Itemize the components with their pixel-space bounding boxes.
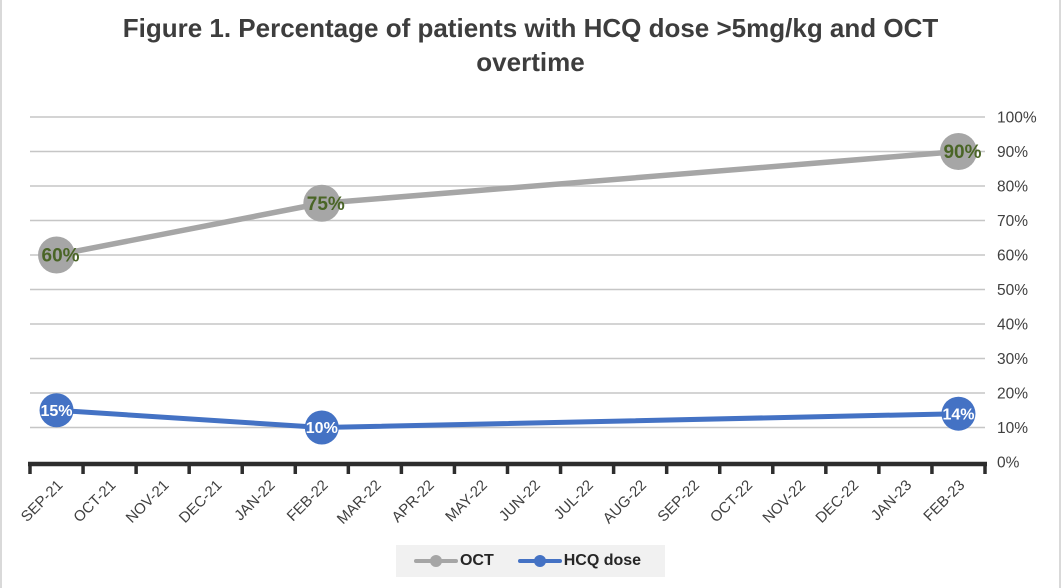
data-point-marker-hcq-dose — [304, 410, 339, 445]
x-axis-tick-label: FEB-23 — [920, 477, 968, 525]
x-axis-tick-label: SEP-22 — [654, 477, 703, 526]
data-point-marker-oct — [939, 133, 977, 170]
y-axis-tick-label: 30% — [997, 351, 1028, 368]
data-point-label-oct: 60% — [42, 246, 80, 267]
data-point-label-hcq-dose: 10% — [306, 420, 338, 437]
x-axis-tick-label: OCT-21 — [70, 477, 119, 526]
chart-title: Figure 1. Percentage of patients with HC… — [2, 11, 1059, 80]
y-axis-tick-label: 0% — [997, 455, 1020, 472]
y-axis-tick-label: 40% — [997, 317, 1028, 334]
x-axis-tick-label: FEB-22 — [284, 477, 332, 525]
legend-item-hcq-dose: HCQ dose — [517, 552, 642, 570]
x-axis-tick-label: APR-22 — [389, 477, 438, 526]
x-axis-tick-label: MAY-22 — [442, 477, 491, 526]
chart-legend-box: OCT HCQ dose — [395, 545, 666, 577]
data-point-marker-oct — [38, 236, 76, 274]
y-axis-tick-label: 80% — [997, 179, 1028, 196]
chart-title-text: Figure 1. Percentage of patients with HC… — [122, 13, 939, 78]
x-axis-tick-label: NOV-21 — [123, 477, 173, 527]
y-axis-tick-label: 60% — [997, 248, 1028, 265]
series-line-hcq-dose — [54, 407, 961, 430]
y-axis-tick-label: 100% — [997, 110, 1037, 127]
chart-plot-area: 0%10%20%30%40%50%60%70%80%90%100%SEP-21 O… — [18, 110, 1037, 528]
legend-label-oct: OCT — [459, 552, 494, 569]
x-axis-tick-label: JAN-22 — [231, 477, 278, 524]
data-point-marker-hcq-dose — [941, 396, 976, 431]
legend-label-hcq-dose: HCQ dose — [563, 552, 642, 569]
y-axis-tick-label: 90% — [997, 144, 1028, 161]
y-axis-tick-label: 20% — [997, 386, 1028, 403]
chart-legend: OCT HCQ dose — [2, 545, 1059, 577]
hcq-dose-line-marker-swatch — [517, 554, 562, 568]
x-axis-tick-label: DEC-22 — [812, 477, 862, 527]
x-axis-tick-label: SEP-21 — [18, 477, 67, 526]
data-point-label-hcq-dose: 15% — [41, 403, 73, 420]
y-axis-tick-label: 70% — [997, 213, 1028, 230]
x-axis-tick-label: JUN-22 — [496, 477, 544, 525]
x-axis-tick-label: DEC-21 — [176, 477, 226, 527]
y-axis-tick-label: 10% — [997, 420, 1028, 437]
data-point-label-oct: 90% — [943, 142, 981, 163]
data-point-marker-oct — [303, 184, 341, 222]
x-axis-tick-label: NOV-22 — [759, 477, 809, 527]
x-axis-tick-label: JAN-23 — [868, 477, 915, 524]
x-axis-tick-label: JUL-22 — [551, 477, 597, 523]
series-line-oct — [53, 148, 962, 258]
x-axis-tick-label: OCT-22 — [707, 477, 756, 526]
x-axis-tick-label: AUG-22 — [600, 477, 650, 527]
oct-line-marker-swatch — [413, 554, 458, 568]
y-axis-tick-label: 50% — [997, 282, 1028, 299]
x-axis-tick-label: MAR-22 — [334, 477, 385, 528]
legend-item-oct: OCT — [413, 552, 494, 570]
data-point-label-hcq-dose: 14% — [942, 406, 974, 423]
data-point-marker-hcq-dose — [39, 393, 74, 428]
data-point-label-oct: 75% — [307, 194, 345, 215]
